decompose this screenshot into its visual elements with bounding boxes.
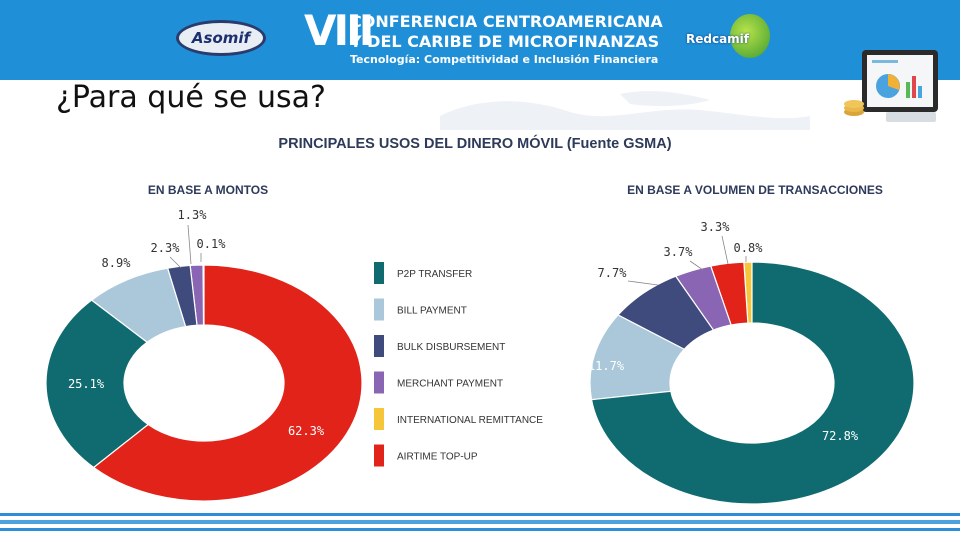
- right-label-bulk-disbursement: 7.7%: [598, 266, 628, 280]
- right-leader-line: [721, 235, 729, 265]
- asomif-logo: Asomif: [176, 20, 266, 56]
- left-label-international-remittance: 0.1%: [197, 237, 227, 251]
- tablet-chart-illustration: [844, 50, 938, 122]
- legend-label-merchant-payment: MERCHANT PAYMENT: [397, 379, 503, 390]
- conference-number: VIII: [304, 6, 374, 55]
- legend-swatch-p2p-transfer: [374, 262, 384, 284]
- redcamif-logo: Redcamif: [684, 14, 784, 64]
- left-leader-line: [169, 256, 182, 269]
- footer-line-middle: [0, 520, 960, 524]
- conference-subtitle: Tecnología: Competitividad e Inclusión F…: [350, 53, 659, 66]
- right-label-merchant-payment: 3.7%: [664, 245, 694, 259]
- left-label-airtime-top-up: 62.3%: [288, 424, 325, 438]
- left-chart-subtitle: EN BASE A MONTOS: [148, 183, 268, 197]
- legend-swatch-bill-payment: [374, 298, 384, 321]
- left-label-bulk-disbursement: 2.3%: [151, 241, 181, 255]
- left-label-p2p-transfer: 25.1%: [68, 377, 105, 391]
- footer-line-bottom: [0, 528, 960, 531]
- right-label-bill-payment: 11.7%: [588, 359, 625, 373]
- left-label-bill-payment: 8.9%: [102, 256, 132, 270]
- right-label-p2p-transfer: 72.8%: [822, 429, 859, 443]
- left-label-merchant-payment: 1.3%: [178, 208, 208, 222]
- footer-line-top: [0, 513, 960, 516]
- legend-label-p2p-transfer: P2P TRANSFER: [397, 269, 472, 280]
- conference-title-line2: Y DEL CARIBE DE MICROFINANZAS: [350, 32, 660, 51]
- right-donut: 0.8%3.3% 3.7% 7.7% 11.7% 72.8%: [588, 220, 915, 505]
- chart-title: PRINCIPALES USOS DEL DINERO MÓVIL (Fuent…: [278, 134, 671, 152]
- right-label-international-remittance: 0.8%: [734, 241, 764, 255]
- right-leader-line: [627, 280, 659, 286]
- legend-swatch-international-remittance: [374, 408, 384, 430]
- left-slice-p2p-transfer: [45, 299, 150, 469]
- redcamif-logo-text: Redcamif: [686, 32, 750, 46]
- legend-label-bill-payment: BILL PAYMENT: [397, 306, 467, 317]
- legend-swatch-bulk-disbursement: [374, 335, 384, 357]
- conference-title-line1: CONFERENCIA CENTROAMERICANA: [350, 12, 663, 31]
- right-slice-p2p-transfer: [590, 261, 915, 505]
- right-label-airtime-top-up: 3.3%: [701, 220, 731, 234]
- legend-label-bulk-disbursement: BULK DISBURSEMENT: [397, 342, 505, 353]
- left-leader-line: [187, 224, 192, 265]
- page-title: ¿Para qué se usa?: [56, 80, 326, 115]
- legend-swatch-merchant-payment: [374, 371, 384, 394]
- left-donut: 0.1% 1.3% 2.3% 8.9% 25.1% 62.3%: [45, 208, 363, 502]
- right-leader-line: [689, 260, 704, 271]
- legend-label-airtime-top-up: AIRTIME TOP-UP: [397, 452, 478, 463]
- asomif-logo-text: Asomif: [191, 29, 251, 47]
- left-slice-airtime-top-up: [92, 264, 363, 502]
- header-banner: [0, 0, 960, 80]
- globe-icon: [730, 14, 770, 58]
- legend-swatch-airtime-top-up: [374, 444, 384, 467]
- right-chart-subtitle: EN BASE A VOLUMEN DE TRANSACCIONES: [627, 183, 883, 197]
- legend-label-international-remittance: INTERNATIONAL REMITTANCE: [397, 415, 543, 426]
